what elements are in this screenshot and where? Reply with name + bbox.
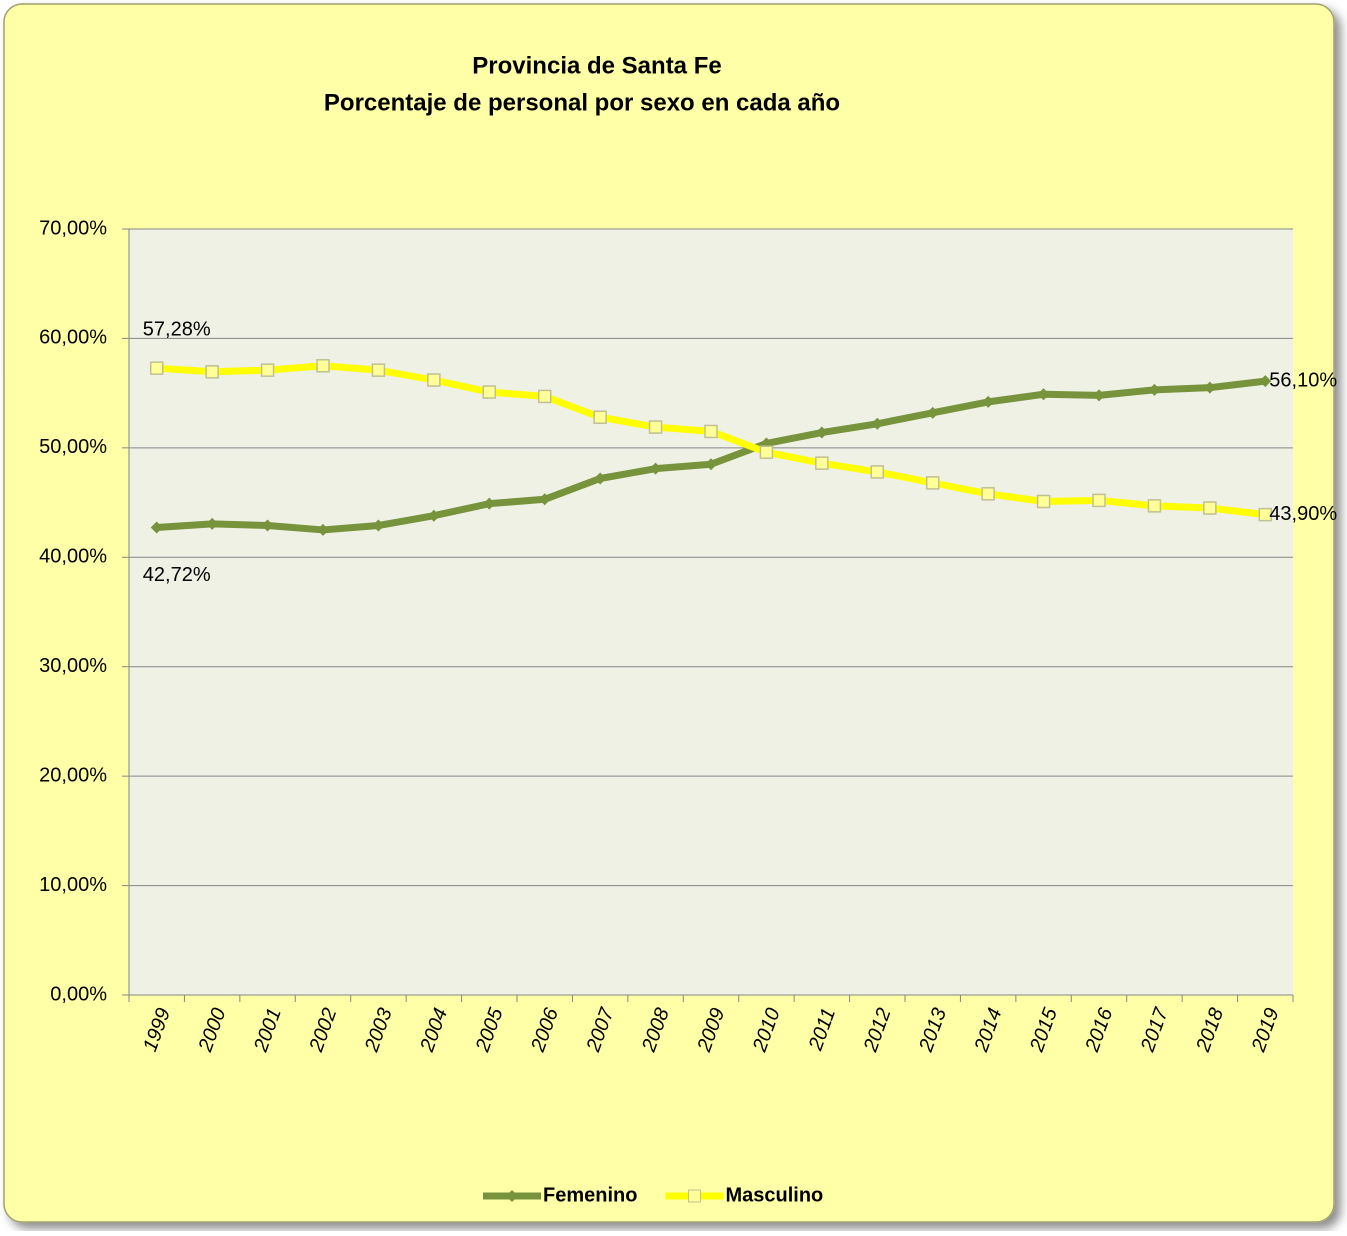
- marker: [150, 521, 163, 534]
- marker: [815, 456, 829, 470]
- marker: [648, 420, 663, 434]
- marker: [372, 519, 385, 532]
- marker: [205, 365, 219, 379]
- marker: [371, 363, 386, 377]
- marker: [427, 373, 441, 387]
- marker: [316, 359, 330, 373]
- marker: [537, 389, 552, 404]
- data-label: 42,72%: [143, 564, 211, 586]
- y-tick-label: 30,00%: [39, 655, 107, 677]
- marker: [871, 417, 884, 430]
- y-tick-label: 70,00%: [39, 217, 107, 239]
- marker: [1258, 507, 1273, 522]
- legend-label: Femenino: [543, 1184, 637, 1206]
- marker: [705, 458, 717, 471]
- y-tick-label: 10,00%: [39, 874, 107, 896]
- marker: [1148, 383, 1161, 396]
- marker: [1147, 499, 1162, 513]
- data-label: 57,28%: [143, 318, 211, 340]
- chart-title: Porcentaje de personal por sexo en cada …: [324, 89, 840, 116]
- legend-marker: [687, 1189, 701, 1203]
- marker: [1037, 388, 1050, 401]
- marker: [317, 523, 329, 536]
- marker: [427, 509, 440, 522]
- legend-label: Masculino: [725, 1184, 823, 1206]
- marker: [759, 445, 774, 459]
- marker: [1036, 494, 1051, 509]
- marker: [1093, 389, 1105, 402]
- marker: [926, 406, 939, 419]
- y-tick-label: 40,00%: [39, 546, 107, 568]
- marker: [593, 410, 607, 424]
- marker: [206, 517, 219, 530]
- chart-title: Provincia de Santa Fe: [472, 52, 721, 79]
- y-tick-label: 20,00%: [39, 764, 107, 786]
- legend-marker: [506, 1190, 518, 1202]
- marker: [981, 487, 995, 501]
- marker: [870, 465, 885, 479]
- marker: [483, 497, 496, 510]
- y-tick-label: 50,00%: [39, 436, 107, 458]
- marker: [1259, 375, 1272, 388]
- marker: [1203, 381, 1216, 394]
- marker: [649, 462, 662, 475]
- plot-area: [129, 229, 1293, 995]
- marker: [538, 493, 551, 506]
- marker: [704, 424, 718, 439]
- marker: [260, 363, 275, 377]
- marker: [594, 472, 607, 485]
- marker: [982, 395, 995, 408]
- marker: [482, 385, 497, 399]
- marker: [1203, 501, 1217, 515]
- marker: [1092, 493, 1106, 508]
- legend-item: Femenino: [483, 1184, 637, 1206]
- legend-item: Masculino: [665, 1184, 823, 1206]
- data-label: 56,10%: [1269, 369, 1337, 391]
- marker: [815, 426, 828, 439]
- marker: [261, 519, 274, 532]
- y-tick-label: 60,00%: [39, 327, 107, 349]
- data-label: 43,90%: [1269, 503, 1337, 525]
- marker: [925, 476, 940, 490]
- y-tick-label: 0,00%: [50, 983, 107, 1005]
- marker: [149, 361, 164, 375]
